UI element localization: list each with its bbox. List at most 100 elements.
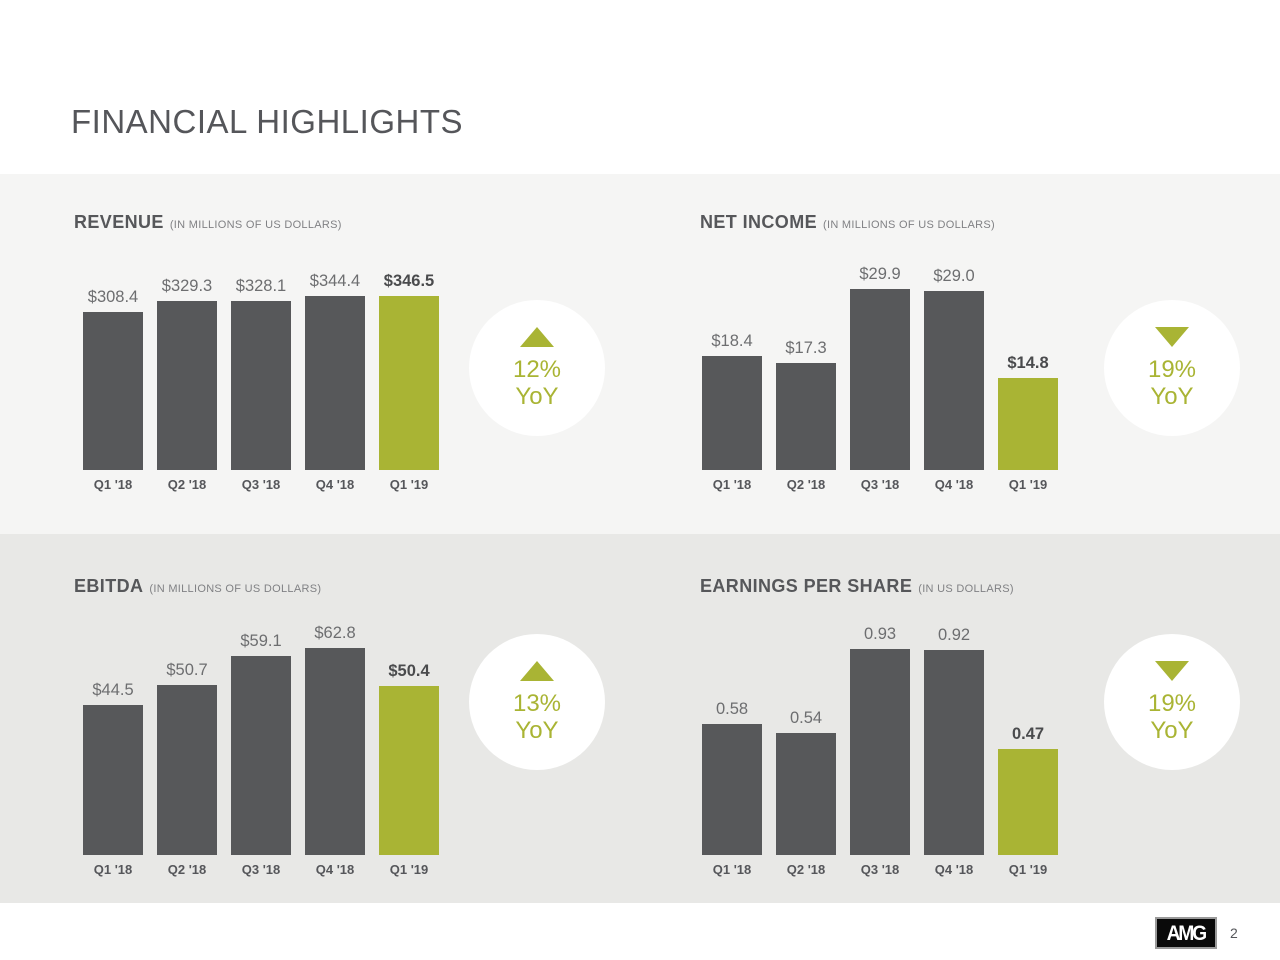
bar [924,291,984,470]
axis-tick-label: Q1 '18 [93,477,133,492]
trend-down-icon [1155,326,1189,347]
bar [83,705,143,855]
bar [157,685,217,855]
bar-column: $17.3 Q2 '18 [776,259,836,492]
revenue-bar-chart: $308.4 Q1 '18 $329.3 Q2 '18 $328.1 Q3 '18 $344… [83,266,439,492]
axis-tick-label: Q1 '19 [1008,862,1048,877]
net-income-chart-title: NET INCOME [700,212,818,232]
bar-value-label: $62.8 [314,624,356,643]
axis-tick-label: Q1 '19 [389,862,429,877]
page-number: 2 [1230,925,1238,941]
footer-band: AMG 2 [0,903,1280,960]
axis-tick-label: Q1 '19 [1008,477,1048,492]
bar-column: $14.8 Q1 '19 [998,259,1058,492]
bar-column: 0.92 Q4 '18 [924,619,984,877]
ebitda-chart-title: EBITDA [74,576,144,596]
bar-value-label: 0.93 [863,625,897,644]
eps-chart-header: EARNINGS PER SHARE (IN US DOLLARS) [700,576,1014,597]
bar-value-label: $308.4 [87,288,139,306]
eps-bar-chart: 0.58 Q1 '18 0.54 Q2 '18 0.93 Q3 '18 0.92 Q4 '18… [702,619,1058,877]
bar-value-label: 0.92 [937,625,971,644]
bar-value-label: 0.47 [1011,725,1045,743]
axis-tick-label: Q2 '18 [786,862,826,877]
top-section: REVENUE (IN MILLIONS OF US DOLLARS) $308.… [0,174,1280,534]
bar-value-label: $328.1 [235,277,287,295]
bar-column: $329.3 Q2 '18 [157,266,217,492]
bar-highlight [379,296,439,470]
page-title: FINANCIAL HIGHLIGHTS [71,103,463,140]
eps-chart-title: EARNINGS PER SHARE [700,576,913,596]
axis-tick-label: Q2 '18 [786,477,826,492]
bar-value-label: $344.4 [309,272,361,291]
ebitda-yoy-label: YoY [515,716,559,744]
bar [776,363,836,470]
bar [305,648,365,855]
bar-column: $29.0 Q4 '18 [924,259,984,492]
bar-value-label: $44.5 [92,681,134,699]
bar-column: 0.93 Q3 '18 [850,619,910,877]
bar-column: $328.1 Q3 '18 [231,266,291,492]
bar-column: $59.1 Q3 '18 [231,618,291,877]
bar-value-label: $346.5 [383,272,435,291]
bar-value-label: $29.0 [933,267,975,285]
axis-tick-label: Q3 '18 [860,477,900,492]
ebitda-yoy-badge: 13% YoY [469,634,605,770]
bar-column: $344.4 Q4 '18 [305,266,365,492]
bar-highlight [998,378,1058,470]
axis-tick-label: Q1 '18 [712,862,752,877]
net-income-chart-header: NET INCOME (IN MILLIONS OF US DOLLARS) [700,212,995,233]
revenue-chart-header: REVENUE (IN MILLIONS OF US DOLLARS) [74,212,342,233]
bar-value-label: $50.7 [166,661,208,679]
bar [702,356,762,470]
bar-column: $44.5 Q1 '18 [83,618,143,877]
bar [83,312,143,470]
bar-value-label: $50.4 [388,662,430,680]
bar-value-label: $29.9 [859,265,901,284]
axis-tick-label: Q4 '18 [315,862,355,877]
bar [924,649,984,855]
axis-tick-label: Q3 '18 [241,862,281,877]
bar-value-label: $59.1 [240,632,282,650]
trend-up-icon [520,326,554,347]
amg-logo: AMG [1155,917,1217,949]
bar-value-label: $18.4 [711,332,753,350]
axis-tick-label: Q3 '18 [241,477,281,492]
bar-value-label: $14.8 [1007,354,1049,372]
bar-column: $308.4 Q1 '18 [83,266,143,492]
bar-column: 0.58 Q1 '18 [702,619,762,877]
bar [231,301,291,470]
bar-value-label: $17.3 [785,339,827,357]
axis-tick-label: Q3 '18 [860,862,900,877]
bar-value-label: $329.3 [161,277,213,295]
trend-down-icon [1155,660,1189,681]
header-band: FINANCIAL HIGHLIGHTS [0,0,1280,174]
bar-column: $29.9 Q3 '18 [850,259,910,492]
bar-highlight [998,749,1058,855]
axis-tick-label: Q1 '18 [712,477,752,492]
eps-yoy-label: YoY [1150,716,1194,744]
axis-tick-label: Q1 '19 [389,477,429,492]
eps-yoy-percent: 19% [1147,689,1197,717]
bar [157,301,217,470]
net-income-yoy-percent: 19% [1147,355,1197,383]
ebitda-chart-subtitle: (IN MILLIONS OF US DOLLARS) [149,583,322,595]
bar-column: $18.4 Q1 '18 [702,259,762,492]
bar-column: $62.8 Q4 '18 [305,618,365,877]
eps-chart-subtitle: (IN US DOLLARS) [918,583,1014,595]
net-income-yoy-badge: 19% YoY [1104,300,1240,436]
bar-highlight [379,686,439,855]
bar-column: 0.54 Q2 '18 [776,619,836,877]
net-income-bar-chart: $18.4 Q1 '18 $17.3 Q2 '18 $29.9 Q3 '18 $29.0 Q4… [702,259,1058,492]
axis-tick-label: Q4 '18 [934,862,974,877]
revenue-yoy-percent: 12% [512,355,562,383]
bar [850,649,910,855]
net-income-yoy-label: YoY [1150,382,1194,410]
revenue-yoy-badge: 12% YoY [469,300,605,436]
bar-column: $50.7 Q2 '18 [157,618,217,877]
bar [231,656,291,855]
bar [850,289,910,470]
bottom-section: EBITDA (IN MILLIONS OF US DOLLARS) $44.5 Q… [0,534,1280,903]
bar-value-label: 0.54 [789,709,823,727]
ebitda-chart-header: EBITDA (IN MILLIONS OF US DOLLARS) [74,576,321,597]
